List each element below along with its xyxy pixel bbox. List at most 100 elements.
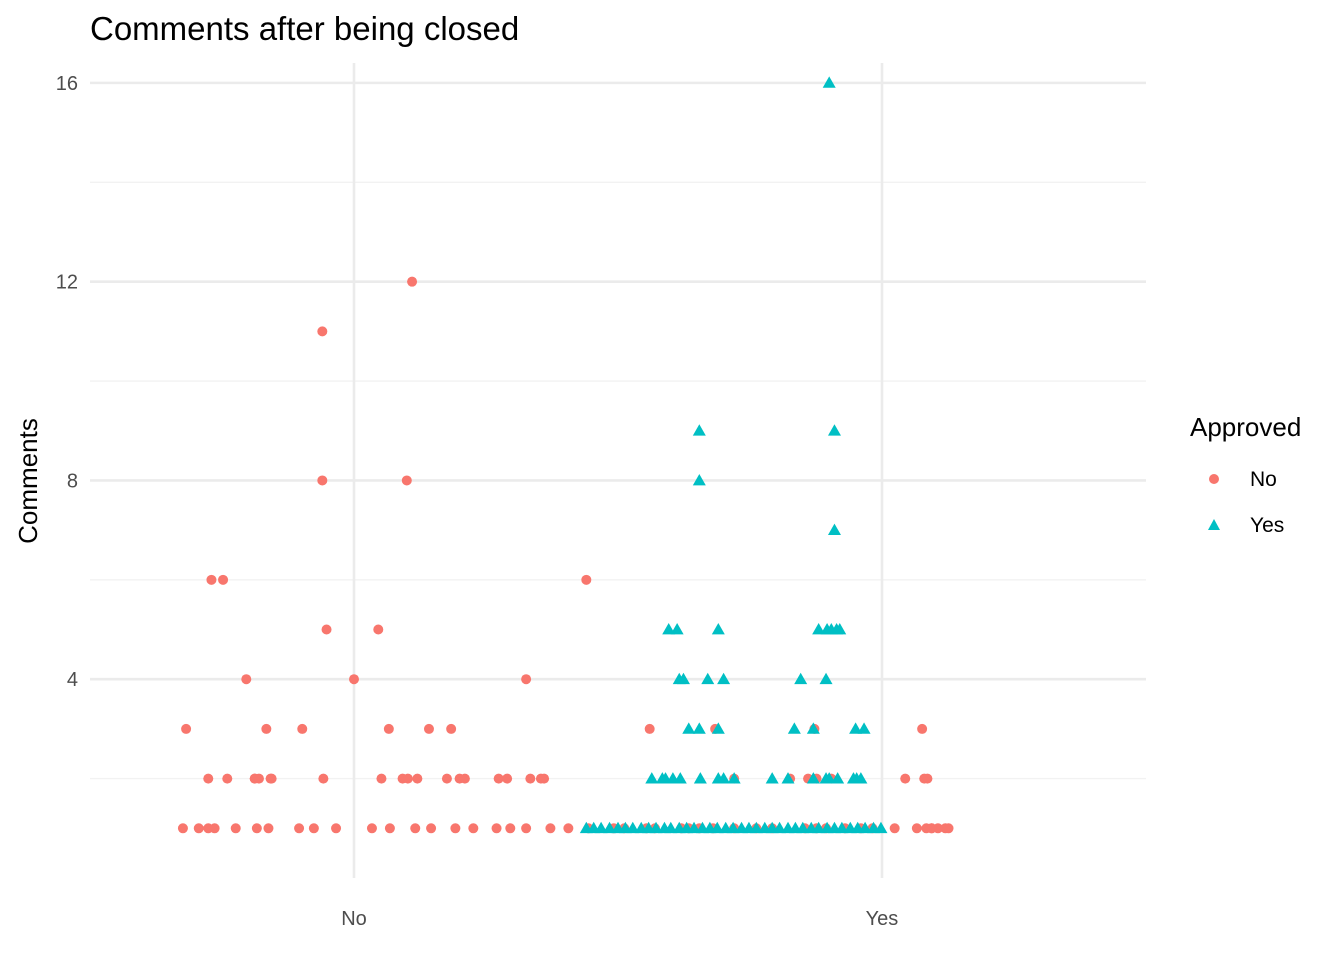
x-tick-label: Yes <box>866 908 899 930</box>
data-point-yes <box>787 722 801 734</box>
data-point-no <box>581 574 592 585</box>
data-point-no <box>922 773 933 784</box>
y-axis-title: Comments <box>13 418 43 544</box>
data-point-no <box>900 773 911 784</box>
data-point-no <box>230 823 241 834</box>
data-point-yes <box>781 772 795 784</box>
data-point-yes <box>812 623 826 635</box>
data-point-no <box>263 823 274 834</box>
data-point-no <box>493 773 504 784</box>
data-point-no <box>203 823 214 834</box>
data-point-no <box>426 823 437 834</box>
data-point-yes <box>806 772 820 784</box>
x-tick-label: No <box>341 908 367 930</box>
data-point-no <box>521 674 532 685</box>
data-point-no <box>331 823 342 834</box>
data-point-no <box>423 723 434 734</box>
data-point-yes <box>649 821 663 834</box>
legend-label-no: No <box>1250 468 1277 491</box>
data-point-yes <box>711 722 725 734</box>
chart-title: Comments after being closed <box>90 10 519 47</box>
data-point-no <box>539 773 550 784</box>
data-point-no <box>545 823 556 834</box>
data-point-no <box>218 574 229 585</box>
data-point-no <box>446 723 457 734</box>
data-point-no <box>317 326 328 337</box>
data-point-yes <box>806 722 820 734</box>
data-point-no <box>644 723 655 734</box>
data-point-no <box>177 823 188 834</box>
legend-label-yes: Yes <box>1250 514 1284 537</box>
data-point-yes <box>717 672 731 685</box>
data-point-no <box>321 624 332 635</box>
data-point-no <box>459 773 470 784</box>
data-point-no <box>502 773 513 784</box>
data-point-no <box>373 624 384 635</box>
data-point-yes <box>682 722 696 734</box>
data-point-yes <box>749 821 763 834</box>
data-point-yes <box>692 473 706 486</box>
data-point-yes <box>822 76 836 88</box>
data-point-yes <box>603 821 617 834</box>
data-point-yes <box>692 722 706 734</box>
data-point-no <box>294 823 305 834</box>
data-point-no <box>410 823 421 834</box>
legend-swatch-no <box>1209 474 1219 484</box>
data-point-yes <box>710 821 724 834</box>
data-point-yes <box>854 772 868 784</box>
data-point-yes <box>727 772 741 784</box>
data-point-no <box>181 723 192 734</box>
y-tick-label: 16 <box>56 73 78 95</box>
data-point-yes <box>662 623 676 635</box>
data-point-no <box>349 674 359 685</box>
data-point-yes <box>874 821 888 834</box>
data-point-no <box>193 823 204 834</box>
data-point-yes <box>726 821 740 834</box>
data-point-no <box>563 823 574 834</box>
data-point-yes <box>765 772 779 784</box>
data-point-no <box>241 674 252 685</box>
data-point-yes <box>676 672 690 685</box>
data-point-no <box>384 823 395 834</box>
y-tick-label: 8 <box>67 470 78 492</box>
data-point-no <box>206 574 217 585</box>
data-point-yes <box>711 623 725 635</box>
data-point-no <box>441 773 452 784</box>
data-point-yes <box>796 821 810 834</box>
data-point-no <box>407 276 418 287</box>
data-point-yes <box>692 424 706 436</box>
legend: Approved No Yes <box>1190 412 1301 537</box>
data-point-no <box>261 723 272 734</box>
data-point-no <box>412 773 423 784</box>
data-point-no <box>203 773 214 784</box>
data-point-yes <box>822 772 836 784</box>
data-point-no <box>401 475 412 486</box>
data-point-yes <box>858 821 872 834</box>
data-point-yes <box>857 722 871 734</box>
data-point-no <box>505 823 516 834</box>
data-point-yes <box>827 424 841 436</box>
gridlines <box>90 63 1146 878</box>
data-point-no <box>943 823 954 834</box>
data-point-yes <box>594 821 608 834</box>
data-point-no <box>521 823 532 834</box>
legend-swatch-yes <box>1208 519 1220 530</box>
data-point-yes <box>626 821 640 834</box>
data-point-yes <box>670 623 684 635</box>
data-point-yes <box>849 722 863 734</box>
data-point-no <box>491 823 502 834</box>
data-point-yes <box>673 772 687 784</box>
data-point-yes <box>835 821 849 834</box>
data-point-yes <box>645 772 659 784</box>
data-points <box>177 76 954 834</box>
data-point-yes <box>794 672 808 685</box>
data-point-yes <box>812 821 826 834</box>
data-point-no <box>318 773 329 784</box>
data-point-yes <box>664 821 678 834</box>
data-point-no <box>383 723 394 734</box>
data-point-no <box>889 823 900 834</box>
data-point-no <box>366 823 377 834</box>
data-point-no <box>376 773 387 784</box>
data-point-no <box>251 823 262 834</box>
